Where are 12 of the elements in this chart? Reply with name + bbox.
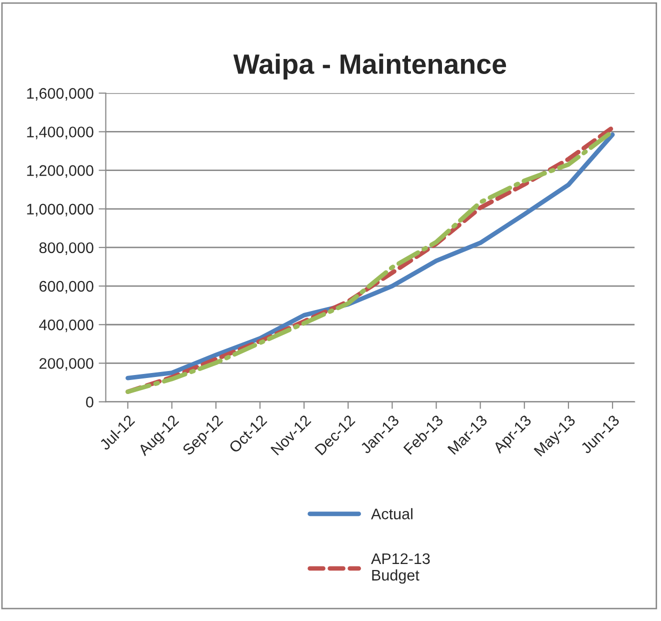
- y-tick-label: 0: [86, 396, 94, 408]
- y-tick-label: 600,000: [40, 280, 94, 294]
- y-tick-label: 1,200,000: [27, 165, 94, 178]
- y-tick-label: 1,000,000: [27, 204, 94, 216]
- legend-label: AP12-13 Budget: [371, 553, 430, 584]
- chart-title: Waipa - Maintenance: [233, 54, 506, 80]
- legend-label: Actual: [371, 508, 412, 520]
- y-tick-label: 200,000: [40, 358, 94, 371]
- y-tick-label: 1,600,000: [27, 88, 94, 101]
- y-tick-label: 800,000: [39, 242, 94, 255]
- y-tick-label: 400,000: [39, 319, 94, 332]
- y-tick-label: 1,400,000: [27, 126, 94, 140]
